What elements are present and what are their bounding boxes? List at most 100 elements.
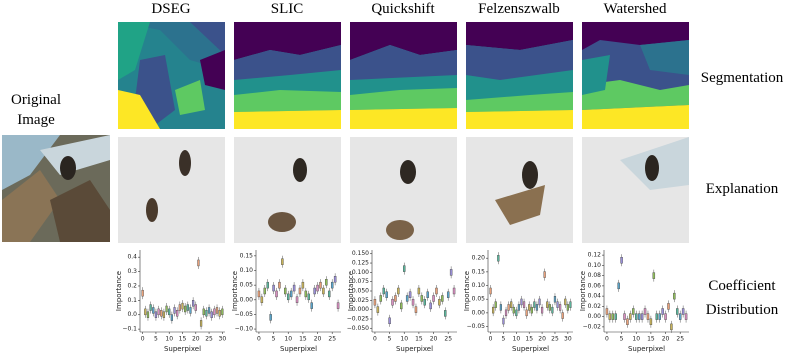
box [426,291,429,298]
x-axis-label: Superpixel [628,345,665,353]
row-label: Coefficient [708,278,776,294]
x-tick-label: 25 [551,336,559,343]
box [664,313,667,320]
box [189,307,192,314]
box [649,318,653,325]
box [304,290,308,298]
box [313,287,316,295]
x-tick-label: 15 [299,336,307,343]
box [489,287,492,295]
y-tick-label: −0.050 [347,325,369,332]
box [623,313,626,320]
box [266,281,269,289]
box [403,265,406,272]
y-tick-label: 0.12 [588,252,602,259]
box [173,307,176,314]
box [307,293,310,301]
box [257,290,261,298]
box [507,304,510,311]
box [684,313,688,320]
box [199,320,203,327]
box [284,287,287,295]
x-tick-label: 10 [632,336,640,343]
box [535,304,539,311]
row-label: Explanation [706,181,779,197]
box [605,308,609,315]
box [646,313,650,320]
x-axis-label: Superpixel [512,345,549,353]
row-label: Segmentation [701,70,784,86]
box [423,298,426,306]
y-tick-label: 0.10 [240,267,254,274]
x-tick-label: 15 [179,336,187,343]
box [546,301,549,308]
box [176,310,179,317]
y-tick-label: 0.00 [240,296,254,303]
y-tick-label: 0.04 [588,293,602,300]
box [561,312,564,319]
x-axis-label: Superpixel [396,345,433,353]
box [566,304,569,311]
box [629,313,632,320]
box [522,301,526,308]
box [502,317,505,325]
box [432,295,435,302]
y-tick-label: 0.3 [127,268,137,275]
box [632,308,635,315]
x-tick-label: 15 [647,336,655,343]
x-tick-label: 10 [165,336,173,343]
y-tick-label: 0.0 [127,311,137,318]
x-tick-label: 25 [328,336,336,343]
box [289,290,293,298]
box [165,305,168,313]
box [157,308,160,316]
y-tick-label: 0.06 [588,282,602,289]
box [278,281,281,289]
box [408,291,412,298]
y-tick-label: 0.05 [472,296,486,303]
box [548,304,551,311]
box [556,301,559,308]
box [655,313,658,320]
box [160,310,163,317]
box [551,306,554,314]
x-tick-label: 5 [620,336,624,343]
y-tick-label: 0.20 [472,255,486,262]
y-axis-label: Importance [231,271,239,311]
box [325,279,328,286]
box [530,306,533,314]
box [528,304,531,311]
x-tick-label: 5 [154,336,158,343]
box [504,309,508,317]
box [197,259,200,267]
box [452,287,456,295]
y-tick-label: 0.025 [352,297,369,304]
box [373,298,377,306]
box [446,291,450,298]
box [681,308,685,315]
box [194,304,197,311]
x-tick-label: 10 [513,336,521,343]
y-tick-label: 0.100 [352,269,369,276]
box [181,302,184,310]
box [394,295,397,302]
box [441,295,444,302]
box [608,313,612,320]
box [414,306,418,313]
box [328,290,331,298]
box [517,304,521,311]
box [275,290,278,298]
box [333,276,337,283]
box [626,318,629,325]
box [515,309,518,317]
y-tick-label: 0.000 [352,306,369,313]
box [449,269,453,276]
x-tick-label: 0 [605,336,609,343]
x-tick-label: 5 [502,336,506,343]
box [298,287,302,295]
x-tick-label: 0 [489,336,493,343]
box [617,282,620,290]
y-axis-label: Importance [579,271,587,311]
box [281,258,284,265]
box [260,296,264,303]
